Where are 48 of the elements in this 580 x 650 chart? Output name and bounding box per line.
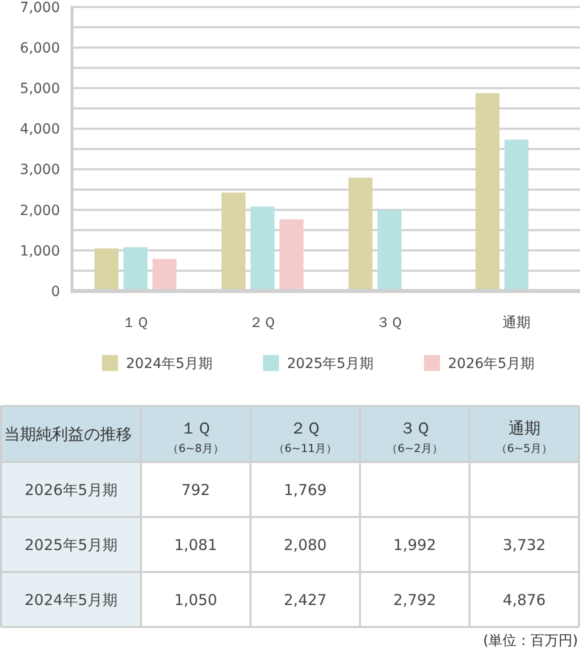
text: （6~2月）	[386, 442, 443, 455]
bar	[250, 206, 274, 291]
category-label: 通期	[508, 418, 540, 438]
legend-label: 2026年5月期	[448, 356, 535, 372]
bar	[222, 192, 246, 291]
bar	[94, 248, 118, 291]
data-label: 1,081	[174, 536, 218, 554]
legend-label: 2025年5月期	[287, 356, 374, 372]
legend-label: 2024年5月期	[126, 356, 213, 372]
y-tick-label: 2,000	[20, 202, 60, 219]
data-label: 3,732	[502, 536, 546, 554]
data-label: 2,427	[284, 590, 327, 609]
data-label: 2,080	[284, 536, 327, 554]
text: 2026年5月期	[24, 480, 118, 499]
x-tick-label: ２Ｑ	[249, 314, 276, 331]
bar	[124, 247, 148, 291]
category-label: ２Ｑ	[290, 418, 321, 438]
text: 2024年5月期	[24, 590, 118, 609]
data-label: 1,992	[393, 536, 436, 554]
text: （6~11月）	[274, 442, 337, 455]
y-tick-label: 7,000	[20, 0, 60, 16]
bar	[504, 140, 528, 291]
text: （6~5月）	[496, 442, 552, 455]
category-label: ３Ｑ	[399, 418, 430, 438]
y-tick-label: 4,000	[20, 122, 60, 138]
data-label: 1,769	[284, 480, 327, 499]
bar	[476, 93, 500, 291]
text: 当期純利益の推移	[4, 424, 132, 444]
y-tick-label: 1,000	[20, 243, 60, 260]
data-label: 1,050	[174, 590, 218, 609]
data-label: 2,792	[393, 590, 436, 609]
bar	[152, 258, 176, 291]
x-tick-label: １Ｑ	[122, 314, 149, 331]
y-tick-label: 0	[51, 284, 60, 300]
y-tick-label: 3,000	[20, 162, 60, 178]
text: （6~8月）	[168, 442, 224, 455]
bar	[280, 219, 304, 291]
text: 2025年5月期	[24, 536, 118, 554]
x-tick-label: 通期	[502, 314, 530, 331]
y-tick-label: 5,000	[20, 81, 60, 98]
category-label: １Ｑ	[180, 418, 212, 438]
bar	[348, 178, 372, 291]
data-label: 4,876	[502, 590, 546, 609]
x-tick-label: ３Ｑ	[376, 314, 403, 331]
bar	[378, 210, 402, 291]
text: (単位：百万円)	[483, 632, 578, 649]
data-label: 792	[181, 480, 210, 499]
y-tick-label: 6,000	[20, 40, 60, 56]
